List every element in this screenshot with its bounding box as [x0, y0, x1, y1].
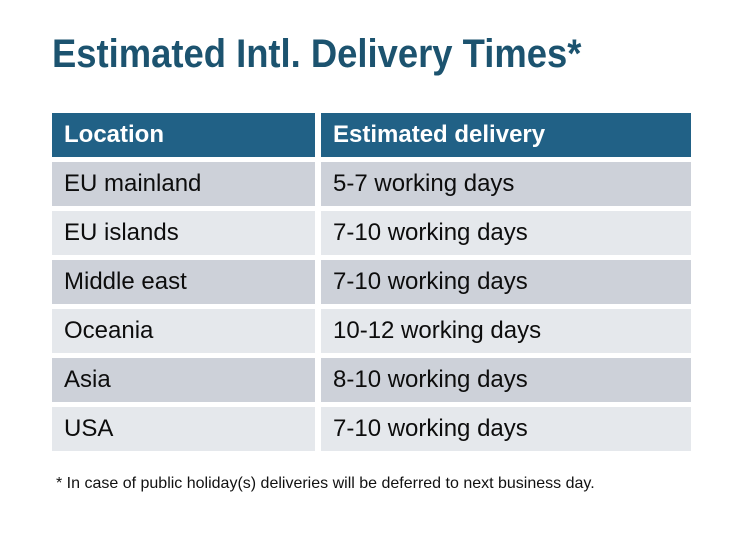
table-row: Oceania 10-12 working days [52, 309, 691, 353]
table-cell-delivery: 7-10 working days [321, 407, 691, 451]
table-cell-delivery: 5-7 working days [321, 162, 691, 206]
table-cell-location: EU mainland [52, 162, 315, 206]
table-cell-delivery: 7-10 working days [321, 211, 691, 255]
table-body: EU mainland 5-7 working days EU islands … [52, 162, 691, 451]
table-cell-location: USA [52, 407, 315, 451]
column-header-estimated-delivery: Estimated delivery [321, 113, 691, 157]
delivery-times-table: Location Estimated delivery EU mainland … [52, 113, 691, 451]
column-header-location: Location [52, 113, 315, 157]
table-cell-location: Asia [52, 358, 315, 402]
table-row: EU mainland 5-7 working days [52, 162, 691, 206]
table-cell-delivery: 8-10 working days [321, 358, 691, 402]
table-row: Asia 8-10 working days [52, 358, 691, 402]
table-header-row: Location Estimated delivery [52, 113, 691, 157]
table-row: EU islands 7-10 working days [52, 211, 691, 255]
table-cell-location: Oceania [52, 309, 315, 353]
table-cell-delivery: 10-12 working days [321, 309, 691, 353]
table-cell-location: EU islands [52, 211, 315, 255]
page-title: Estimated Intl. Delivery Times* [52, 32, 582, 76]
table-row: Middle east 7-10 working days [52, 260, 691, 304]
footnote: * In case of public holiday(s) deliverie… [56, 475, 595, 492]
table-row: USA 7-10 working days [52, 407, 691, 451]
table-cell-delivery: 7-10 working days [321, 260, 691, 304]
table-cell-location: Middle east [52, 260, 315, 304]
